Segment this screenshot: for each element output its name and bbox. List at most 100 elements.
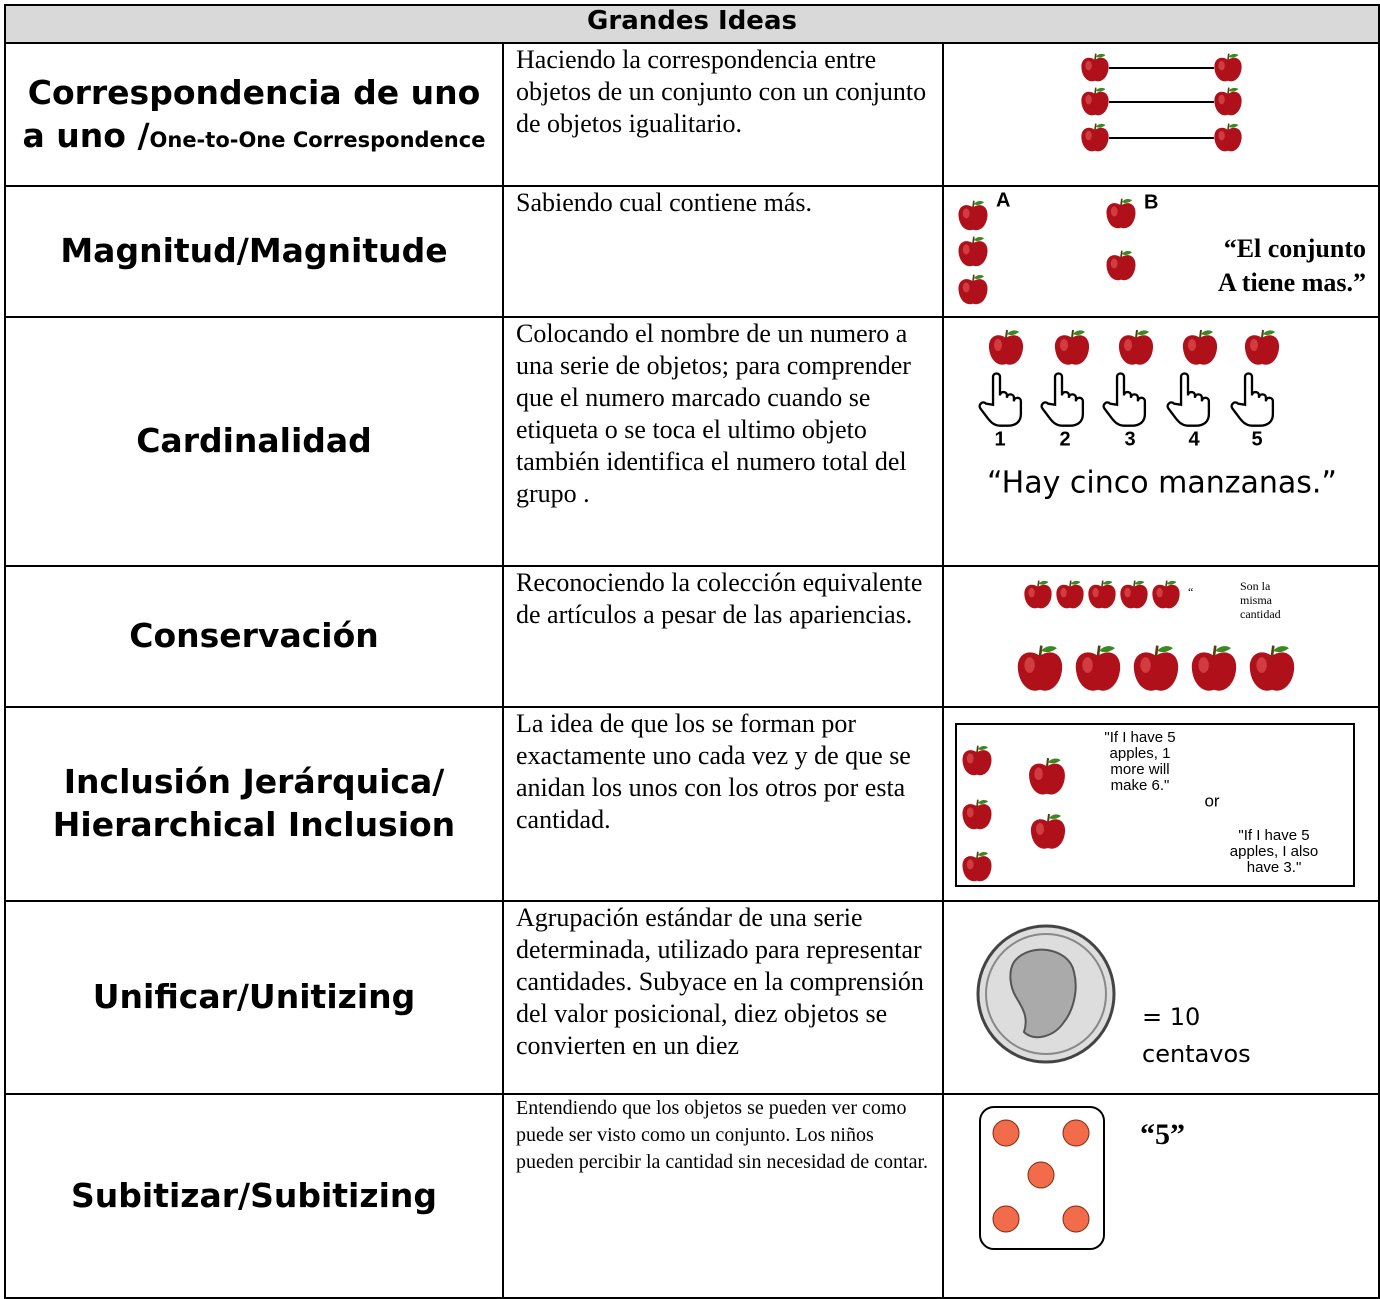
caption: misma [1240, 593, 1273, 607]
apple [957, 199, 989, 232]
row: Inclusión Jerárquica/ Hierarchical Inclu… [4, 706, 1380, 902]
description: Reconociendo la colección equivalente de… [502, 565, 944, 708]
hand [1230, 372, 1275, 427]
quote: "If I have 5 [1104, 729, 1175, 746]
term: Cardinalidad [4, 316, 504, 567]
or: or [1204, 791, 1219, 810]
dots [992, 1119, 1090, 1233]
illustration-svg: = 10 centavos [976, 924, 1251, 1068]
ideas-table: Grandes Ideas Correspondencia de uno a u… [3, 4, 1380, 1299]
apple [1248, 644, 1296, 693]
caption: Son la [1240, 579, 1271, 593]
caption: “5” [1140, 1118, 1185, 1151]
illustration: “5” [941, 1093, 1380, 1299]
caption: “Hay cinco manzanas.” [987, 466, 1337, 501]
apple [1016, 644, 1064, 693]
apple [1243, 329, 1281, 366]
term-cell: Correspondencia de uno a uno /One-to-One… [4, 42, 504, 187]
term: Conservación [4, 565, 504, 708]
apple [1105, 197, 1137, 230]
illustration-svg: 1 2 3 4 5 “Hay cinco manzanas.” [978, 329, 1337, 501]
label-b: B [1144, 191, 1158, 213]
illustration-svg: "If I have 5 apples, 1 more will make 6.… [955, 723, 1355, 887]
quote: more will [1110, 761, 1169, 778]
apple [1213, 122, 1243, 153]
number: 3 [1124, 428, 1135, 450]
description: Colocando el nombre de un numero a una s… [502, 316, 944, 567]
illustration-svg: “ Son la misma cantidad [1016, 579, 1296, 693]
apple [1213, 86, 1243, 117]
row: Subitizar/Subitizing Entendiendo que los… [4, 1093, 1380, 1299]
description: Agrupación estándar de una serie determi… [502, 900, 944, 1095]
hand [1102, 372, 1147, 427]
number: 5 [1251, 428, 1262, 450]
match-lines [1109, 67, 1214, 139]
term: Correspondencia de uno a uno / [22, 72, 481, 155]
apple [1023, 579, 1053, 610]
table-title: Grandes Ideas [3, 4, 1380, 44]
apple [1105, 249, 1137, 282]
illustration: “ Son la misma cantidad [941, 565, 1380, 708]
header-row: Grandes Ideas [3, 4, 1380, 44]
hand [978, 372, 1023, 427]
apple [1119, 579, 1149, 610]
apple [1053, 329, 1091, 366]
term: Subitizar/Subitizing [4, 1093, 504, 1299]
frame [955, 723, 1355, 887]
illustration-svg: A B “El conjunto A tiene mas.” [957, 189, 1366, 306]
quote: "If I have 5 [1238, 827, 1309, 844]
number: 4 [1188, 428, 1200, 450]
quote: apples, 1 [1110, 745, 1171, 762]
apple [1080, 52, 1110, 83]
apple [1151, 579, 1181, 610]
apple [1087, 579, 1117, 610]
description: Sabiendo cual contiene más. [502, 185, 944, 318]
caption: = 10 [1142, 1003, 1200, 1031]
apple [1074, 644, 1122, 693]
row: Correspondencia de uno a uno /One-to-One… [4, 42, 1380, 187]
number: 2 [1059, 428, 1070, 450]
illustration: "If I have 5 apples, 1 more will make 6.… [941, 706, 1380, 902]
apple [1213, 52, 1243, 83]
term: Magnitud/Magnitude [4, 185, 504, 318]
row: Magnitud/Magnitude Sabiendo cual contien… [4, 185, 1380, 318]
apple [1190, 644, 1238, 693]
quote: apples, I also [1230, 843, 1318, 860]
caption: centavos [1142, 1040, 1251, 1068]
caption: cantidad [1240, 607, 1281, 621]
coin-portrait [1009, 948, 1077, 1039]
apple [1132, 644, 1180, 693]
label-a: A [996, 189, 1010, 211]
hand [1040, 372, 1085, 427]
caption: “El conjunto [1224, 234, 1366, 263]
description: Entendiendo que los objetos se pueden ve… [502, 1093, 944, 1299]
illustration: A B “El conjunto A tiene mas.” [941, 185, 1380, 318]
caption: A tiene mas.” [1218, 268, 1366, 297]
illustration: 1 2 3 4 5 “Hay cinco manzanas.” [941, 316, 1380, 567]
illustration [941, 42, 1380, 187]
description: La idea de que los se forman por exactam… [502, 706, 944, 902]
hand [1166, 372, 1211, 427]
apple [1181, 329, 1219, 366]
apple [1117, 329, 1155, 366]
apple [1080, 86, 1110, 117]
number: 1 [994, 428, 1005, 450]
term: Inclusión Jerárquica/ Hierarchical Inclu… [4, 706, 504, 902]
caption-mark: “ [1188, 585, 1193, 599]
description: Haciendo la correspondencia entre objeto… [502, 42, 944, 187]
quote: have 3." [1247, 859, 1302, 876]
apple [957, 273, 989, 306]
row: Unificar/Unitizing Agrupación estándar d… [4, 900, 1380, 1095]
term: Unificar/Unitizing [4, 900, 504, 1095]
apple [1080, 122, 1110, 153]
illustration-svg: “5” [979, 1106, 1185, 1250]
apple [1055, 579, 1085, 610]
apple [957, 235, 989, 268]
row: Conservación Reconociendo la colección e… [4, 565, 1380, 708]
coin-rim [985, 933, 1107, 1055]
apple [987, 329, 1025, 366]
illustration-svg [1080, 52, 1243, 153]
term-en: One-to-One Correspondence [149, 127, 486, 152]
quote: make 6." [1111, 777, 1170, 794]
